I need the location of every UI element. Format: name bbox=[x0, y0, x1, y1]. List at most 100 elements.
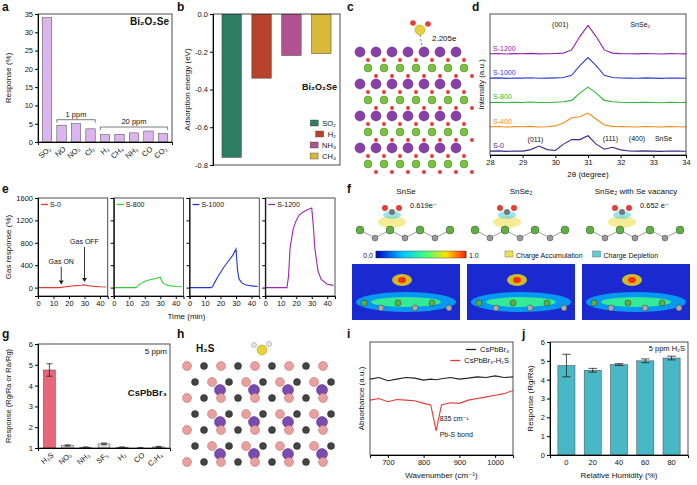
tick-label: CO bbox=[132, 450, 147, 464]
tick-label: 400 bbox=[20, 261, 33, 270]
atom bbox=[428, 96, 436, 104]
annotation: Pb-S bond bbox=[440, 431, 473, 438]
atom bbox=[371, 79, 381, 89]
tick-label: 35 bbox=[25, 10, 33, 19]
column-title: SnSe₂ bbox=[510, 187, 533, 196]
structure bbox=[471, 205, 569, 241]
tick: 1200 bbox=[16, 216, 38, 225]
bar bbox=[98, 444, 110, 448]
error-bar bbox=[156, 446, 162, 447]
bar bbox=[100, 135, 109, 142]
tick: 30 bbox=[81, 296, 89, 308]
legend-label: Charge Depletion bbox=[604, 252, 659, 260]
tick-label: 1600 bbox=[16, 194, 33, 203]
atom bbox=[412, 96, 420, 104]
atom bbox=[460, 160, 468, 168]
plot-frame bbox=[38, 198, 108, 296]
map-region bbox=[586, 292, 686, 312]
atom bbox=[303, 459, 310, 466]
atom bbox=[402, 235, 408, 241]
tick: H₂ bbox=[116, 451, 128, 463]
atom bbox=[294, 411, 301, 418]
tick-mark bbox=[187, 288, 190, 289]
atom bbox=[454, 106, 458, 110]
atom bbox=[430, 122, 434, 126]
bracket bbox=[100, 127, 167, 130]
tick: 6 bbox=[541, 338, 550, 347]
atom bbox=[616, 226, 624, 234]
tick bbox=[262, 288, 265, 289]
atom bbox=[251, 426, 260, 435]
tick: 20 bbox=[589, 458, 597, 467]
atom bbox=[201, 427, 208, 434]
tick-mark bbox=[111, 198, 114, 199]
atom bbox=[380, 128, 388, 136]
map-region bbox=[356, 292, 456, 312]
atom bbox=[260, 411, 267, 418]
atom bbox=[422, 106, 426, 110]
error-bar bbox=[562, 354, 571, 377]
tick-label: 20 bbox=[589, 458, 597, 467]
atom bbox=[366, 122, 370, 126]
line bbox=[114, 277, 182, 287]
atom bbox=[382, 58, 386, 62]
tick: NO₂ bbox=[65, 145, 82, 161]
tick: -0.8 bbox=[195, 161, 213, 170]
tick: 0 bbox=[112, 296, 116, 308]
tick: 30 bbox=[25, 28, 38, 37]
error-bar bbox=[641, 359, 650, 363]
atom bbox=[382, 205, 388, 211]
bar bbox=[158, 134, 167, 142]
atom bbox=[235, 395, 242, 402]
bars bbox=[558, 354, 680, 455]
tick-label: 1000 bbox=[487, 458, 504, 467]
legend-label: CsPbBr₃ bbox=[480, 345, 509, 354]
panel-label: b bbox=[177, 0, 184, 14]
atom bbox=[242, 410, 251, 419]
y-axis bbox=[111, 199, 115, 297]
atom bbox=[510, 300, 516, 306]
tick: 0 bbox=[29, 138, 38, 147]
tick: 15 bbox=[25, 83, 38, 92]
atom bbox=[462, 58, 466, 62]
tick bbox=[262, 243, 265, 244]
bar bbox=[43, 370, 55, 448]
plot-frame bbox=[38, 14, 172, 142]
tick: CO bbox=[132, 450, 147, 464]
atom bbox=[319, 394, 328, 403]
atom bbox=[414, 122, 418, 126]
error-bar bbox=[46, 364, 52, 376]
tick-label: 10 bbox=[50, 299, 58, 308]
x-axis: 7008009001000 bbox=[371, 455, 514, 467]
tick-mark bbox=[111, 288, 114, 289]
atom bbox=[371, 143, 381, 153]
atom bbox=[294, 379, 301, 386]
atom bbox=[430, 58, 434, 62]
x-axis: 010203040 bbox=[264, 296, 336, 308]
atom bbox=[396, 205, 402, 211]
legend-label: S-1000 bbox=[202, 201, 225, 208]
atom bbox=[547, 235, 553, 241]
atom bbox=[208, 410, 217, 419]
atom bbox=[374, 106, 378, 110]
atom bbox=[438, 138, 442, 142]
atom bbox=[380, 160, 388, 168]
atom bbox=[303, 427, 310, 434]
tick-label: 30 bbox=[25, 28, 33, 37]
tick: CO₂ bbox=[152, 145, 169, 161]
atom bbox=[387, 143, 397, 153]
tick: 40 bbox=[248, 296, 256, 308]
atom bbox=[355, 47, 365, 57]
tick-mark bbox=[35, 32, 38, 33]
tick: 35 bbox=[25, 10, 38, 19]
tick-mark bbox=[35, 142, 38, 143]
atom bbox=[446, 90, 450, 94]
colorbar-tick bbox=[466, 251, 467, 258]
tick: 40 bbox=[615, 458, 623, 467]
atom bbox=[396, 160, 404, 168]
crystal-structure bbox=[183, 342, 335, 467]
atom bbox=[415, 25, 425, 35]
atom bbox=[419, 143, 429, 153]
tick: 30 bbox=[232, 296, 240, 308]
legend-label: S-800 bbox=[126, 201, 145, 208]
